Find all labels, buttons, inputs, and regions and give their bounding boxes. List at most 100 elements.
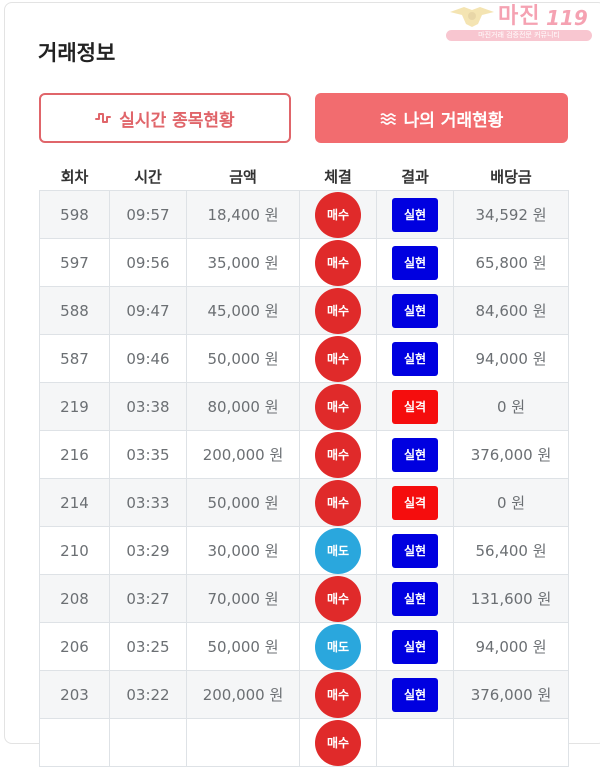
cell-time: 09:46 (109, 334, 187, 383)
result-win-badge: 실현 (392, 533, 438, 568)
cell-result: 실현 (376, 526, 454, 575)
table-row: 206 03:25 50,000 원 매도 실현 94,000 원 (39, 622, 569, 671)
cell-time: 03:29 (109, 526, 187, 575)
cell-payout: 376,000 원 (453, 430, 569, 479)
table-row: 588 09:47 45,000 원 매수 실현 84,600 원 (39, 286, 569, 335)
cell-time: 09:56 (109, 238, 187, 287)
execution-sell-badge: 매도 (315, 527, 361, 574)
cell-result: 실현 (376, 238, 454, 287)
cell-amount: 50,000 원 (186, 334, 300, 383)
execution-buy-badge: 매수 (315, 575, 361, 622)
trades-table: 회차 시간 금액 체결 결과 배당금 598 09:57 18,400 원 매수 실현 3… (39, 162, 569, 767)
cell-result: 실격 (376, 382, 454, 431)
cell-result: 실현 (376, 622, 454, 671)
cell-amount: 50,000 원 (186, 622, 300, 671)
result-win-badge: 실현 (392, 677, 438, 712)
cell-round: 597 (39, 238, 110, 287)
cell-execution: 매수 (299, 718, 377, 767)
execution-buy-badge: 매수 (315, 287, 361, 334)
cell-result: 실현 (376, 430, 454, 479)
cell-time: 09:57 (109, 190, 187, 239)
cell-amount: 200,000 원 (186, 670, 300, 719)
cell-amount: 45,000 원 (186, 286, 300, 335)
tab-my-trades[interactable]: 나의 거래현황 (315, 93, 568, 143)
cell-amount: 200,000 원 (186, 430, 300, 479)
cell-payout: 84,600 원 (453, 286, 569, 335)
wave-icon (380, 111, 396, 125)
cell-payout: 56,400 원 (453, 526, 569, 575)
result-lose-badge: 실격 (392, 389, 438, 424)
table-row: 598 09:57 18,400 원 매수 실현 34,592 원 (39, 190, 569, 239)
cell-round: 598 (39, 190, 110, 239)
cell-result: 실현 (376, 286, 454, 335)
table-header-row: 회차 시간 금액 체결 결과 배당금 (40, 162, 569, 191)
cell-result: 실현 (376, 334, 454, 383)
cell-execution: 매수 (299, 334, 377, 383)
cell-time: 03:38 (109, 382, 187, 431)
table-row: 208 03:27 70,000 원 매수 실현 131,600 원 (39, 574, 569, 623)
cell-payout (453, 718, 569, 767)
result-win-badge: 실현 (392, 581, 438, 616)
cell-result: 실현 (376, 574, 454, 623)
cell-payout: 94,000 원 (453, 622, 569, 671)
result-win-badge: 실현 (392, 197, 438, 232)
cell-result: 실현 (376, 190, 454, 239)
result-win-badge: 실현 (392, 629, 438, 664)
cell-time: 03:22 (109, 670, 187, 719)
table-row: 597 09:56 35,000 원 매수 실현 65,800 원 (39, 238, 569, 287)
cell-execution: 매수 (299, 478, 377, 527)
cell-execution: 매수 (299, 286, 377, 335)
execution-sell-badge: 매도 (315, 623, 361, 670)
execution-buy-badge: 매수 (315, 383, 361, 430)
table-row: 216 03:35 200,000 원 매수 실현 376,000 원 (39, 430, 569, 479)
cell-execution: 매수 (299, 190, 377, 239)
header-execution: 체결 (324, 167, 352, 186)
cell-payout: 131,600 원 (453, 574, 569, 623)
cell-amount: 18,400 원 (186, 190, 300, 239)
cell-round: 587 (39, 334, 110, 383)
tab-realtime-label: 실시간 종목현황 (119, 110, 235, 131)
cell-amount (186, 718, 300, 767)
cell-payout: 0 원 (453, 478, 569, 527)
cell-time: 03:27 (109, 574, 187, 623)
header-result: 결과 (401, 167, 429, 186)
result-win-badge: 실현 (392, 437, 438, 472)
header-time: 시간 (134, 167, 162, 186)
execution-buy-badge: 매수 (315, 479, 361, 526)
cell-execution: 매도 (299, 622, 377, 671)
cell-payout: 65,800 원 (453, 238, 569, 287)
cell-round: 216 (39, 430, 110, 479)
table-row: 214 03:33 50,000 원 매수 실격 0 원 (39, 478, 569, 527)
execution-buy-badge: 매수 (315, 671, 361, 718)
cell-amount: 50,000 원 (186, 478, 300, 527)
table-row: 219 03:38 80,000 원 매수 실격 0 원 (39, 382, 569, 431)
table-row: 매수 (39, 718, 569, 767)
execution-buy-badge: 매수 (315, 239, 361, 286)
result-win-badge: 실현 (392, 341, 438, 376)
execution-buy-badge: 매수 (315, 191, 361, 238)
cell-result: 실현 (376, 670, 454, 719)
cell-execution: 매수 (299, 670, 377, 719)
cell-execution: 매도 (299, 526, 377, 575)
cell-round: 206 (39, 622, 110, 671)
cell-time: 03:25 (109, 622, 187, 671)
header-payout: 배당금 (490, 167, 532, 186)
tab-my-trades-label: 나의 거래현황 (403, 110, 504, 131)
cell-amount: 35,000 원 (186, 238, 300, 287)
cell-execution: 매수 (299, 238, 377, 287)
cell-round: 203 (39, 670, 110, 719)
cell-time (109, 718, 187, 767)
cell-time: 03:33 (109, 478, 187, 527)
page-title: 거래정보 (38, 41, 116, 65)
tab-realtime-status[interactable]: 실시간 종목현황 (39, 93, 291, 143)
cell-payout: 94,000 원 (453, 334, 569, 383)
cell-amount: 70,000 원 (186, 574, 300, 623)
execution-buy-badge: 매수 (315, 335, 361, 382)
cell-round: 210 (39, 526, 110, 575)
cell-round: 219 (39, 382, 110, 431)
cell-round: 208 (39, 574, 110, 623)
cell-execution: 매수 (299, 382, 377, 431)
result-win-badge: 실현 (392, 245, 438, 280)
cell-time: 03:35 (109, 430, 187, 479)
execution-buy-badge: 매수 (315, 431, 361, 478)
